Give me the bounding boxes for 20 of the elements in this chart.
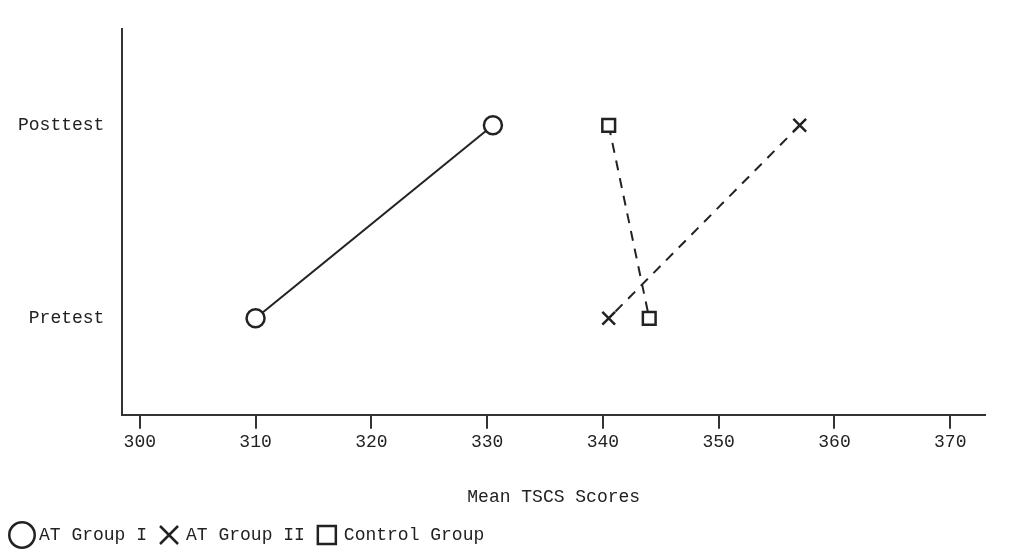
x-tick-label: 350	[702, 432, 735, 453]
legend-label: Control Group	[343, 524, 485, 545]
x-tick-label: 340	[586, 432, 620, 453]
y-tick-label: Pretest	[28, 308, 105, 329]
point	[601, 310, 617, 326]
x-tick-label: 330	[470, 432, 504, 453]
x-tick-label: 370	[934, 432, 967, 453]
legend-label: AT Group II	[186, 524, 305, 545]
point	[792, 117, 808, 133]
x-tick-label: 300	[123, 432, 156, 453]
point	[641, 310, 657, 326]
x-tick-label: 310	[239, 432, 272, 453]
y-tick-label: Posttest	[17, 115, 105, 136]
x-axis-title: Mean TSCS Scores	[467, 486, 641, 507]
legend-label: AT Group I	[39, 524, 148, 545]
point	[601, 117, 617, 133]
point	[245, 308, 266, 329]
x-tick-label: 360	[818, 432, 851, 453]
point	[482, 115, 504, 136]
x-tick-label: 320	[355, 432, 388, 453]
